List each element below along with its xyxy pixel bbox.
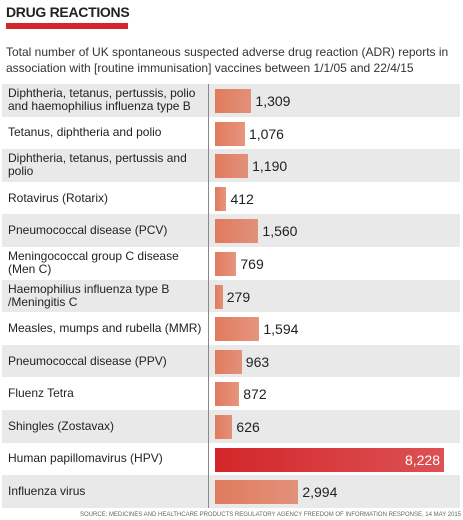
value-label: 8,228 xyxy=(404,451,440,468)
row: Diphtheria, tetanus, pertussis and polio… xyxy=(2,149,460,182)
bar xyxy=(215,186,227,211)
category-label: Pneumococcal disease (PPV) xyxy=(2,344,209,378)
value-label: 1,309 xyxy=(255,93,291,109)
row: Haemophilius influenza type B /Meningiti… xyxy=(2,279,460,313)
bar xyxy=(215,121,245,146)
bar-zone: 2,994 xyxy=(209,475,460,508)
category-label: Pneumococcal disease (PCV) xyxy=(2,214,209,247)
value-label: 2,994 xyxy=(302,484,338,501)
bar-zone: 1,594 xyxy=(209,312,460,345)
bar xyxy=(215,349,242,374)
row: Rotavirus (Rotarix) 412 xyxy=(2,181,460,215)
bar xyxy=(215,317,260,342)
title-rule xyxy=(6,23,128,29)
category-label: Human papillomavirus (HPV) xyxy=(2,442,209,476)
bar-zone: 1,076 xyxy=(209,117,460,150)
value-label: 963 xyxy=(245,353,270,370)
bar xyxy=(215,219,259,244)
bar xyxy=(215,284,223,309)
category-label: Shingles (Zostavax) xyxy=(2,409,209,443)
row: Pneumococcal disease (PPV) 963 xyxy=(2,344,460,378)
category-label: Measles, mumps and rubella (MMR) xyxy=(2,312,209,345)
category-label: Diphtheria, tetanus, pertussis and polio xyxy=(2,149,209,182)
bar-zone: 1,560 xyxy=(209,214,460,247)
bar-zone: 872 xyxy=(209,377,460,410)
row: Human papillomavirus (HPV) 8,228 xyxy=(2,442,460,476)
bar xyxy=(215,382,240,407)
bar xyxy=(215,414,233,439)
bar-zone: 1,190 xyxy=(209,149,460,182)
value-label: 279 xyxy=(226,288,251,305)
value-label: 769 xyxy=(240,255,264,272)
value-label: 626 xyxy=(236,418,260,435)
row: Measles, mumps and rubella (MMR) 1,594 xyxy=(2,312,460,345)
category-label: Haemophilius influenza type B /Meningiti… xyxy=(2,279,209,313)
value-label: 1,190 xyxy=(252,158,288,175)
bar xyxy=(215,447,444,472)
value-label: 412 xyxy=(230,190,254,207)
value-label: 1,560 xyxy=(262,223,298,240)
chart-title: DRUG REACTIONS xyxy=(6,4,130,20)
rows: Diphtheria, tetanus, pertussis, polio an… xyxy=(2,84,460,508)
row: Pneumococcal disease (PCV) 1,560 xyxy=(2,214,460,247)
row: Meningococcal group C disease (Men C) 769 xyxy=(2,246,460,280)
category-label: Tetanus, diphtheria and polio xyxy=(2,116,209,150)
bar-zone: 963 xyxy=(209,345,460,378)
bar xyxy=(215,480,299,505)
bar xyxy=(215,251,237,276)
category-label: Meningococcal group C disease (Men C) xyxy=(2,246,209,280)
row: Diphtheria, tetanus, pertussis, polio an… xyxy=(2,84,460,117)
bar-zone: 626 xyxy=(209,410,460,443)
bar-zone: 412 xyxy=(209,182,460,215)
row: Tetanus, diphtheria and polio 1,076 xyxy=(2,116,460,150)
row: Influenza virus 2,994 xyxy=(2,475,460,508)
source: SOURCE: MEDICINES AND HEALTHCARE PRODUCT… xyxy=(80,512,462,518)
bar xyxy=(215,89,252,113)
bar-zone: 279 xyxy=(209,280,460,313)
category-label: Diphtheria, tetanus, pertussis, polio an… xyxy=(2,84,209,117)
value-label: 1,594 xyxy=(263,321,299,338)
bar xyxy=(215,154,249,179)
bar-zone: 8,228 xyxy=(209,443,460,476)
category-label: Fluenz Tetra xyxy=(2,377,209,410)
value-label: 1,076 xyxy=(248,125,284,142)
chart-subtitle: Total number of UK spontaneous suspected… xyxy=(6,45,449,75)
row: Fluenz Tetra 872 xyxy=(2,377,460,410)
bar-zone: 769 xyxy=(209,247,460,280)
row: Shingles (Zostavax) 626 xyxy=(2,409,460,443)
value-label: 872 xyxy=(243,386,267,403)
category-label: Rotavirus (Rotarix) xyxy=(2,181,209,215)
category-label: Influenza virus xyxy=(2,475,209,508)
bar-zone: 1,309 xyxy=(209,84,460,117)
